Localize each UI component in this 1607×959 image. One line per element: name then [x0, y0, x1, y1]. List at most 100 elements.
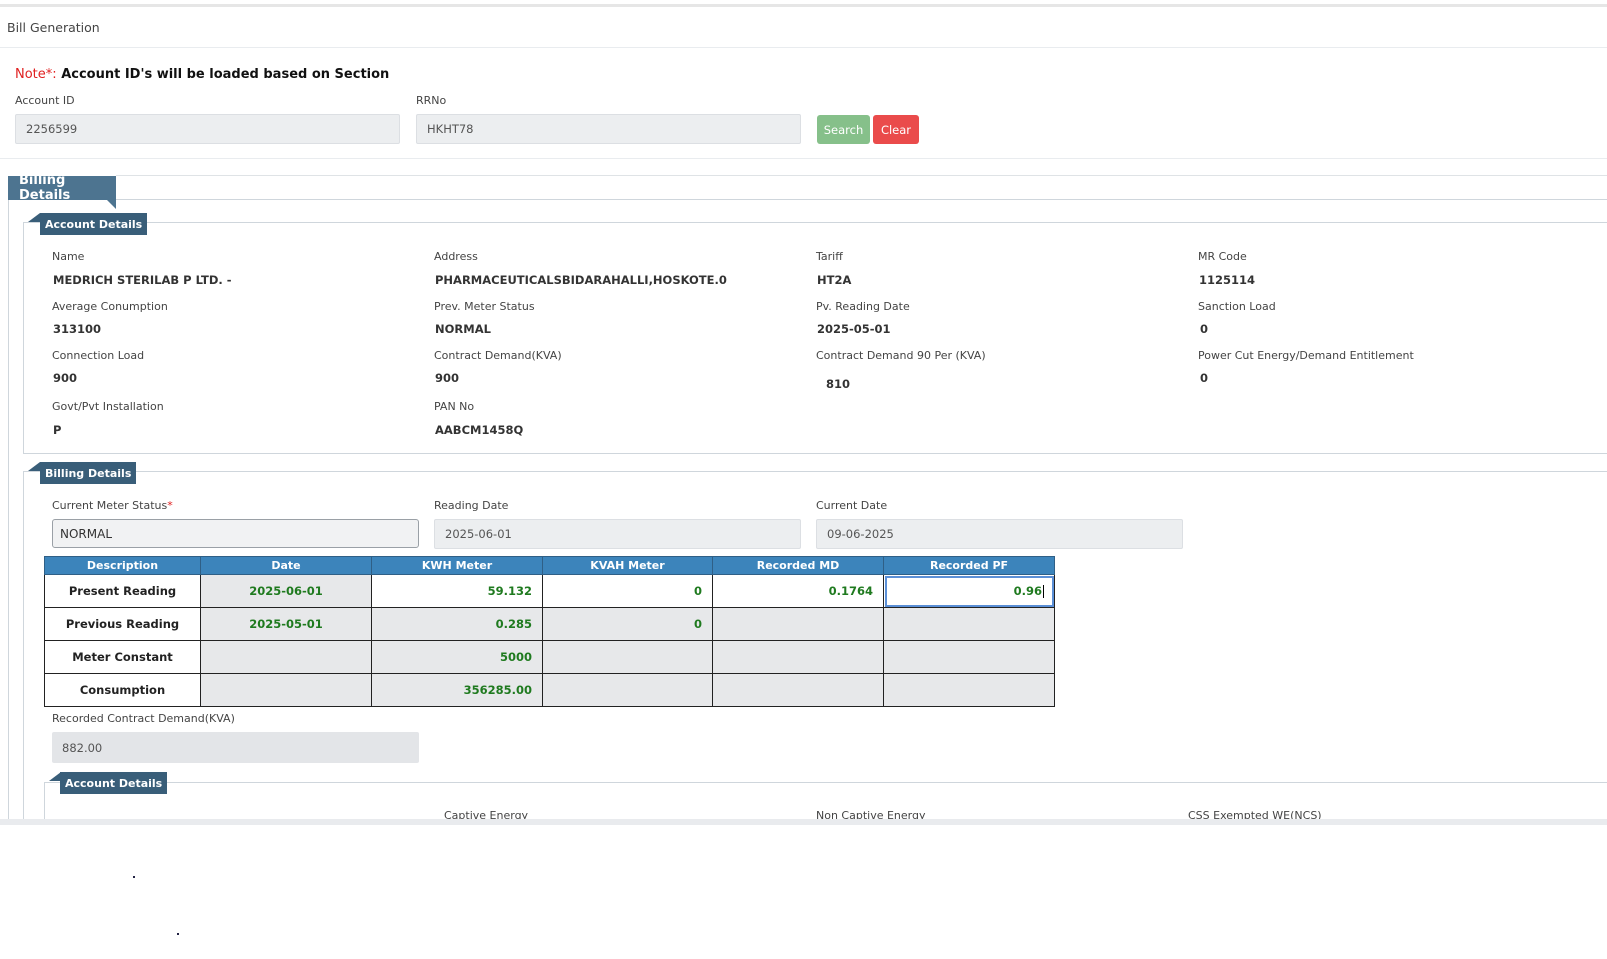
search-divider [0, 158, 1607, 159]
previous-pf-cell [883, 607, 1055, 641]
row-description: Previous Reading [44, 607, 201, 641]
meter-status-select[interactable]: NORMAL [52, 519, 419, 548]
address-value: PHARMACEUTICALSBIDARAHALLI,HOSKOTE.0 [435, 273, 727, 287]
meter-constant-date-cell [200, 640, 372, 674]
connection-load-label: Connection Load [52, 349, 145, 362]
readings-table: Description Date KWH Meter KVAH Meter Re… [44, 556, 1055, 707]
pv-reading-date-label: Pv. Reading Date [816, 300, 910, 313]
note-text: Note*: Account ID's will be loaded based… [15, 67, 389, 82]
name-value: MEDRICH STERILAB P LTD. - [53, 273, 232, 287]
page-title: Bill Generation [7, 20, 100, 35]
legend-notch [28, 462, 40, 471]
header-divider [0, 47, 1607, 48]
present-pf-value: 0.96 [1013, 584, 1042, 598]
tariff-value: HT2A [817, 273, 852, 287]
meter-constant-kwh-cell: 5000 [371, 640, 543, 674]
account-id-label: Account ID [15, 94, 75, 107]
consumption-date-cell [200, 673, 372, 707]
power-cut-value: 0 [1200, 371, 1209, 385]
contract-demand-90-label: Contract Demand 90 Per (KVA) [816, 349, 986, 362]
blank-area [0, 825, 1607, 959]
non-captive-energy-label: Non Captive Energy [816, 809, 926, 822]
pv-reading-date-value: 2025-05-01 [817, 322, 891, 336]
rrno-label: RRNo [416, 94, 447, 107]
col-recorded-pf: Recorded PF [883, 556, 1055, 575]
present-kvah-input[interactable]: 0 [542, 574, 713, 608]
pan-no-label: PAN No [434, 400, 475, 413]
sanction-load-value: 0 [1200, 322, 1209, 336]
table-row: Consumption 356285.00 [44, 673, 1055, 707]
consumption-kvah-cell [542, 673, 713, 707]
account-details-2-box [44, 782, 1607, 842]
prev-meter-status-label: Prev. Meter Status [434, 300, 535, 313]
row-description: Meter Constant [44, 640, 201, 674]
col-kwh: KWH Meter [371, 556, 543, 575]
col-date: Date [200, 556, 372, 575]
avg-consumption-value: 313100 [53, 322, 102, 336]
tariff-label: Tariff [816, 250, 843, 263]
meter-constant-pf-cell [883, 640, 1055, 674]
contract-demand-value: 900 [435, 371, 460, 385]
billing-details-legend: Billing Details [40, 462, 137, 484]
table-row: Present Reading 2025-06-01 59.132 0 0.17… [44, 574, 1055, 608]
account-details-legend: Account Details [40, 213, 148, 235]
css-exempted-label: CSS Exempted WE(NCS) [1188, 809, 1322, 822]
stray-dot [177, 933, 179, 935]
legend-notch [49, 772, 61, 781]
mr-code-label: MR Code [1198, 250, 1247, 263]
govt-pvt-value: P [53, 423, 62, 437]
tab-notch [107, 200, 116, 209]
meter-status-label: Current Meter Status* [52, 499, 173, 512]
col-kvah: KVAH Meter [542, 556, 713, 575]
contract-demand-90-value: 810 [826, 377, 851, 391]
billing-details-box [23, 471, 1607, 831]
avg-consumption-label: Average Conumption [52, 300, 168, 313]
meter-status-label-text: Current Meter Status [52, 499, 168, 512]
row-description: Present Reading [44, 574, 201, 608]
meter-constant-kvah-cell [542, 640, 713, 674]
consumption-kwh-cell: 356285.00 [371, 673, 543, 707]
present-date-cell: 2025-06-01 [200, 574, 372, 608]
reading-date-input[interactable]: 2025-06-01 [434, 519, 801, 549]
billing-section-tab: Billing Details [8, 173, 116, 203]
present-pf-input[interactable]: 0.96 [883, 574, 1055, 608]
col-recorded-md: Recorded MD [712, 556, 884, 575]
scroll-boundary [0, 819, 1607, 825]
previous-date-cell: 2025-05-01 [200, 607, 372, 641]
top-border [0, 4, 1607, 7]
rrno-input[interactable]: HKHT78 [416, 114, 801, 144]
previous-kvah-cell: 0 [542, 607, 713, 641]
note-prefix: Note*: [15, 67, 57, 82]
col-description: Description [44, 556, 201, 575]
recorded-cd-input[interactable]: 882.00 [52, 732, 419, 763]
account-details-box [23, 222, 1607, 454]
present-kwh-input[interactable]: 59.132 [371, 574, 543, 608]
account-details-2-legend: Account Details [60, 772, 168, 794]
table-row: Previous Reading 2025-05-01 0.285 0 [44, 607, 1055, 641]
pan-no-value: AABCM1458Q [435, 423, 524, 437]
required-mark: * [167, 499, 173, 512]
search-button[interactable]: Search [817, 115, 870, 144]
meter-constant-md-cell [712, 640, 884, 674]
power-cut-label: Power Cut Energy/Demand Entitlement [1198, 349, 1414, 362]
consumption-pf-cell [883, 673, 1055, 707]
table-header-row: Description Date KWH Meter KVAH Meter Re… [44, 556, 1055, 575]
previous-md-cell [712, 607, 884, 641]
current-date-label: Current Date [816, 499, 888, 512]
section-top-line [116, 175, 1607, 176]
text-caret [1043, 585, 1044, 598]
sanction-load-label: Sanction Load [1198, 300, 1276, 313]
prev-meter-status-value: NORMAL [435, 322, 491, 336]
table-row: Meter Constant 5000 [44, 640, 1055, 674]
captive-energy-label: Captive Energy [444, 809, 529, 822]
present-md-input[interactable]: 0.1764 [712, 574, 884, 608]
note-message: Account ID's will be loaded based on Sec… [61, 67, 390, 82]
billing-section-frame [8, 199, 1607, 839]
account-id-input[interactable]: 2256599 [15, 114, 400, 144]
current-date-input[interactable]: 09-06-2025 [816, 519, 1183, 549]
name-label: Name [52, 250, 85, 263]
clear-button[interactable]: Clear [873, 115, 919, 144]
consumption-md-cell [712, 673, 884, 707]
govt-pvt-label: Govt/Pvt Installation [52, 400, 164, 413]
previous-kwh-cell: 0.285 [371, 607, 543, 641]
